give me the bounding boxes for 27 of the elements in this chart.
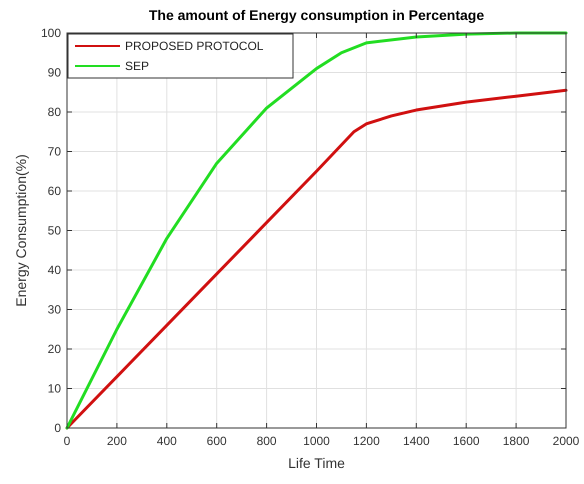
x-tick-label: 1200 — [353, 434, 380, 448]
y-tick-label: 80 — [48, 105, 62, 119]
y-tick-label: 100 — [40, 26, 62, 40]
x-tick-label: 1000 — [303, 434, 330, 448]
x-tick-label: 1600 — [452, 434, 480, 448]
chart-title: The amount of Energy consumption in Percentage — [148, 7, 484, 23]
x-axis-title: Life Time — [288, 455, 346, 471]
y-tick-label: 90 — [48, 66, 62, 80]
y-tick-label: 40 — [48, 263, 62, 277]
y-tick-label: 60 — [48, 184, 62, 198]
y-tick-label: 70 — [48, 144, 62, 158]
legend-label: PROPOSED PROTOCOL — [125, 39, 264, 53]
x-tick-label: 600 — [206, 434, 228, 448]
y-tick-label: 0 — [54, 421, 62, 435]
y-tick-label: 50 — [48, 224, 62, 238]
legend-label: SEP — [125, 59, 150, 73]
y-tick-label: 10 — [48, 382, 62, 396]
y-axis-title: Energy Consumption(%) — [13, 154, 29, 307]
x-tick-label: 0 — [64, 434, 71, 448]
y-tick-label: 30 — [48, 302, 62, 316]
x-tick-label: 1400 — [402, 434, 430, 448]
x-tick-label: 400 — [156, 434, 178, 448]
x-tick-label: 1800 — [502, 434, 530, 448]
x-tick-label: 2000 — [552, 434, 580, 448]
y-tick-label: 20 — [48, 342, 62, 356]
x-tick-label: 200 — [106, 434, 128, 448]
x-tick-label: 800 — [256, 434, 277, 448]
